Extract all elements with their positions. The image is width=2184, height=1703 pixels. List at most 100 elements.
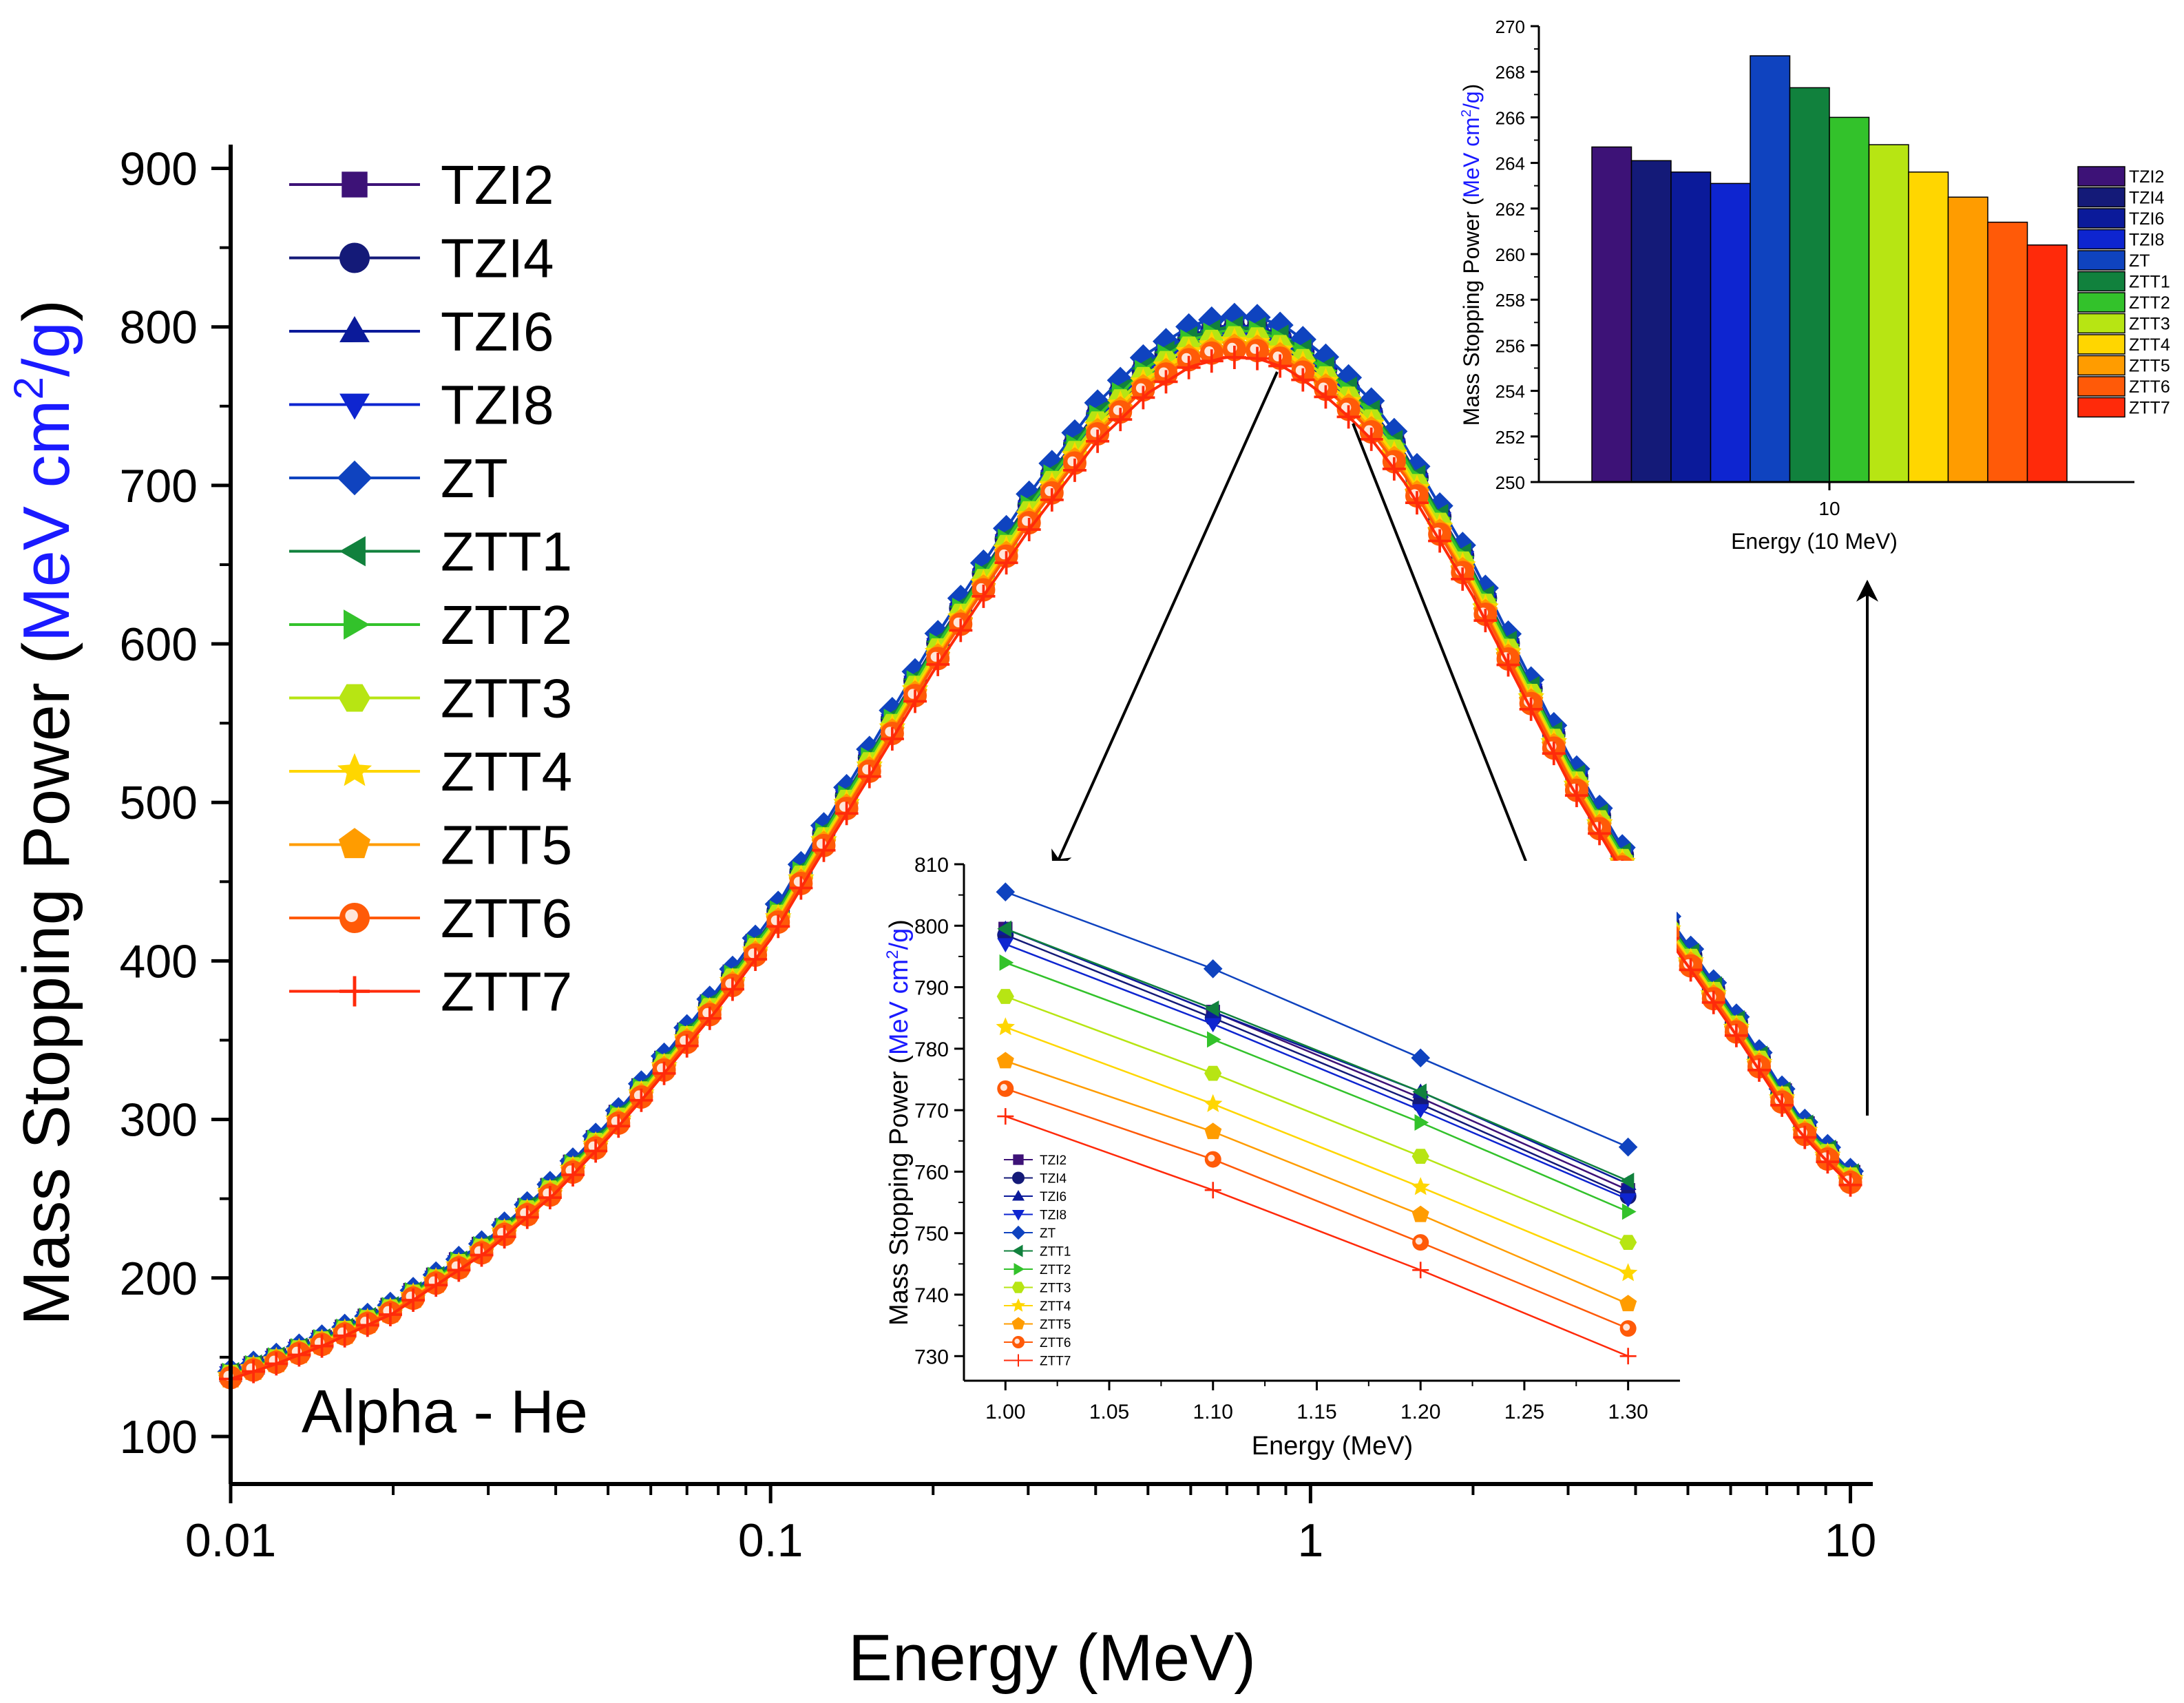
bar-y-tick-label: 254: [1495, 382, 1525, 402]
main-legend-label: ZTT4: [441, 741, 572, 802]
main-point-ztt7: [1816, 1150, 1840, 1174]
inset-legend-label: ZTT5: [1040, 1318, 1071, 1333]
bar-axes: 10 250 252 254 256 258 260 262 264 266 268 270: [1495, 17, 2134, 519]
inset-line-tzi8: [1005, 943, 1629, 1200]
inset-line-tzi6: [1005, 928, 1629, 1185]
main-point-ztt7: [994, 551, 1018, 575]
arrow-to-inset-start: [1051, 371, 1279, 873]
bar-legend-swatch: [2077, 187, 2125, 208]
main-point-ztt7: [744, 947, 768, 971]
main-point-ztt7: [1222, 346, 1246, 370]
main-point-ztt7: [1701, 990, 1725, 1014]
bar-series-group: [1591, 55, 2068, 483]
inset-legend-label: ZTT3: [1040, 1282, 1071, 1296]
main-point-ztt7: [789, 876, 813, 900]
main-point-ztt7: [697, 1006, 722, 1030]
main-legend-label: TZI2: [441, 154, 554, 216]
inset-y-tick-label: 800: [914, 915, 949, 938]
inset-point-zt: [1203, 959, 1223, 979]
bar-legend-swatch: [2077, 313, 2125, 334]
inset-line-x-axis-label: Energy (MeV): [1252, 1432, 1413, 1461]
inset-point-ztt4: [1618, 1263, 1638, 1282]
bar-legend-label: TZI6: [2129, 209, 2164, 229]
bar-legend-label: ZTT3: [2129, 315, 2170, 334]
bar-legend-label: ZT: [2129, 251, 2150, 271]
inset-line-background: [967, 861, 1677, 1384]
main-point-ztt7: [1268, 354, 1292, 378]
bar-legend-item-tzi4: TZI4: [2077, 187, 2164, 208]
main-legend-item-ztt4: ZTT4: [289, 741, 572, 802]
bar-legend-item-ztt1: ZTT1: [2077, 271, 2170, 292]
inset-series-ztt3: [996, 989, 1637, 1250]
main-point-ztt7: [1428, 529, 1452, 553]
inset-legend-item-ztt2: ZTT2: [1004, 1263, 1071, 1277]
main-series-group: [217, 302, 1865, 1391]
main-legend-marker-ztt6-highlight: [345, 909, 358, 922]
bar-ztt6: [1987, 221, 2028, 483]
main-point-ztt7: [834, 802, 859, 826]
main-legend-label: ZTT1: [441, 521, 572, 583]
inset-point-ztt5: [1411, 1205, 1429, 1222]
inset-x-tick-label: 1.05: [1089, 1401, 1129, 1423]
inset-legend-marker-tzi4: [1012, 1171, 1025, 1184]
main-point-ztt7: [1451, 567, 1475, 591]
main-legend-label: TZI8: [441, 375, 554, 436]
main-y-tick-label: 900: [120, 143, 198, 196]
main-point-ztt7: [561, 1163, 585, 1187]
inset-y-tick-label: 770: [914, 1100, 949, 1122]
bar-y-tick-label: 266: [1495, 107, 1525, 128]
inset-line-ztt5: [1005, 1060, 1629, 1305]
inset-line-y-ticks: 730 740 750 760 770 780 790 800 810: [914, 854, 964, 1368]
main-point-ztt7: [675, 1034, 699, 1058]
main-point-ztt7: [1359, 427, 1383, 451]
bar-legend-label: ZTT6: [2129, 377, 2170, 397]
inset-legend-marker-zt: [1011, 1225, 1026, 1240]
inset-point-tzi8: [1412, 1104, 1429, 1119]
inset-legend-item-ztt4: ZTT4: [1004, 1298, 1071, 1314]
inset-line-y-axis-label: Mass Stopping Power (MeV cm2/g): [883, 919, 914, 1326]
main-legend-item-ztt3: ZTT3: [289, 668, 572, 729]
bar-tzi6: [1670, 171, 1712, 483]
main-point-ztt7: [766, 915, 790, 939]
inset-legend-item-ztt7: ZTT7: [1004, 1354, 1071, 1369]
inset-point-ztt7: [1619, 1348, 1637, 1365]
main-point-ztt7: [1291, 368, 1315, 392]
bar-legend-swatch: [2077, 376, 2125, 397]
inset-legend-item-ztt3: ZTT3: [1004, 1282, 1071, 1296]
inset-point-ztt6-highlight: [1623, 1324, 1630, 1331]
bar-ztt4: [1908, 171, 1949, 483]
inset-point-ztt7: [997, 1108, 1014, 1125]
inset-point-ztt2: [1414, 1114, 1429, 1131]
main-point-ztt7: [1838, 1173, 1862, 1197]
inset-series-zt: [996, 882, 1638, 1157]
bar-legend-swatch: [2077, 250, 2125, 271]
bar-y-tick-label: 250: [1495, 472, 1525, 493]
main-chart: 0.01 0.1 1 10 100 200 300 400 500 600 700 800 900 E…: [6, 143, 1876, 1695]
inset-line-series-group: [996, 882, 1638, 1365]
bar-legend-item-ztt7: ZTT7: [2077, 397, 2170, 418]
main-annotation: Alpha - He: [302, 1377, 588, 1445]
inset-line-zt: [1005, 891, 1629, 1148]
inset-series-ztt7: [997, 1108, 1637, 1365]
inset-point-zt: [1618, 1137, 1638, 1157]
inset-legend-label: TZI6: [1040, 1190, 1067, 1204]
main-point-ztt7: [424, 1273, 448, 1297]
main-point-ztt7: [812, 838, 836, 862]
inset-legend-marker-ztt2: [1014, 1263, 1025, 1275]
inset-point-ztt7: [1412, 1262, 1429, 1279]
main-y-tick-label: 400: [120, 935, 198, 988]
inset-line-ztt7: [1005, 1115, 1629, 1357]
bar-y-tick-label: 262: [1495, 199, 1525, 220]
main-legend-label: ZTT3: [441, 668, 572, 729]
inset-line-tzi4: [1005, 934, 1629, 1198]
main-legend-marker-ztt3: [338, 684, 371, 712]
bar-legend-item-ztt2: ZTT2: [2077, 292, 2170, 313]
main-point-ztt7: [333, 1324, 357, 1348]
inset-point-ztt4: [996, 1017, 1015, 1036]
inset-point-ztt1: [1204, 1000, 1219, 1017]
main-point-ztt7: [857, 764, 881, 788]
inset-line-ztt3: [1005, 995, 1629, 1244]
main-point-ztt7: [1040, 488, 1064, 512]
main-point-ztt7: [926, 652, 950, 676]
